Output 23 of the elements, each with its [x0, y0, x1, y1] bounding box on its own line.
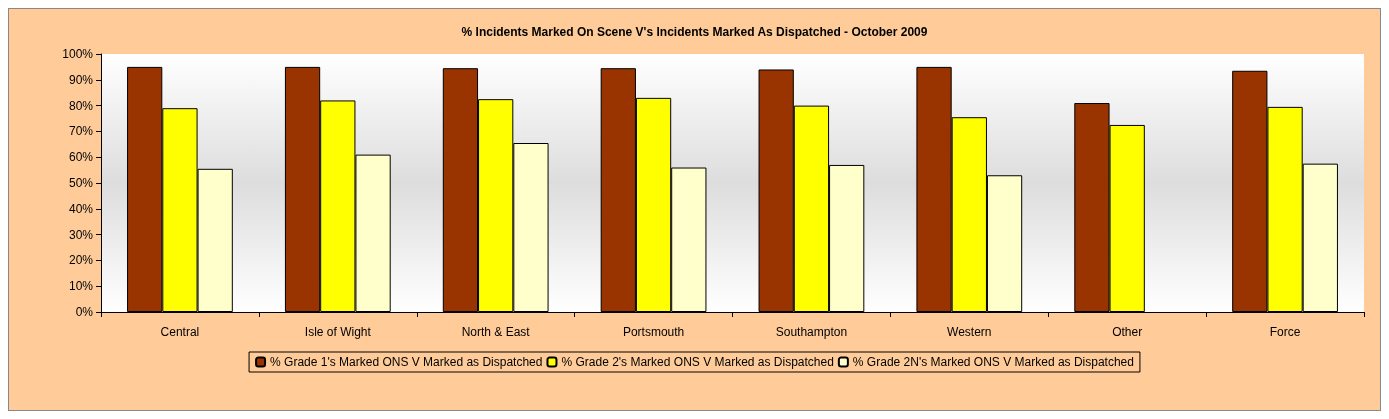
x-tick-label: North & East: [461, 325, 531, 339]
x-tick-label: Other: [1112, 325, 1143, 339]
chart-title: % Incidents Marked On Scene V's Incidents Marked As Dispatched - October 2009: [461, 25, 928, 39]
x-tick-label: Force: [1269, 325, 1301, 339]
y-tick-label: 40%: [68, 201, 94, 216]
y-tick-label: 20%: [68, 253, 94, 268]
x-tick-label: Portsmouth: [622, 325, 685, 339]
legend-label: % Grade 1's Marked ONS V Marked as Dispatched: [270, 355, 543, 369]
y-tick-label: 60%: [68, 150, 94, 165]
y-tick-label: 0%: [75, 305, 94, 319]
legend-label: % Grade 2N's Marked ONS V Marked as Dispatched: [852, 355, 1134, 369]
x-tick-label: Western: [947, 325, 992, 339]
x-tick-label: Central: [160, 325, 200, 339]
y-tick-label: 80%: [68, 98, 94, 113]
y-tick-label: 90%: [68, 72, 94, 87]
y-tick-label: 70%: [68, 124, 94, 139]
y-tick-label: 10%: [68, 279, 94, 294]
x-tick-label: Isle of Wight: [304, 325, 372, 339]
y-tick-label: 100%: [62, 47, 94, 61]
y-tick-label: 50%: [68, 176, 94, 190]
y-tick-label: 30%: [68, 227, 94, 242]
x-tick-label: Southampton: [775, 325, 848, 339]
legend-label: % Grade 2's Marked ONS V Marked as Dispatched: [561, 355, 834, 369]
